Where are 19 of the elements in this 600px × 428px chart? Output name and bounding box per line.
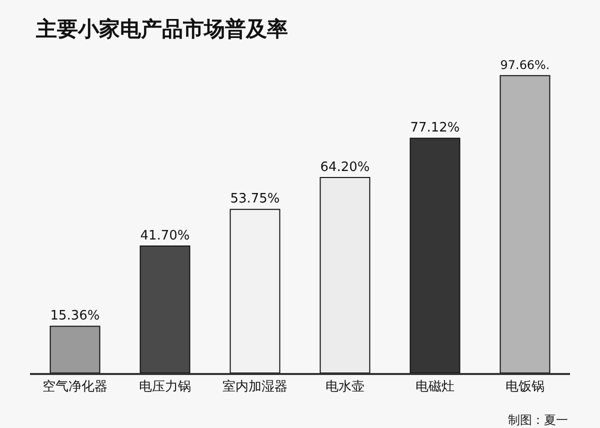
- x-tick-label: 电压力锅: [139, 380, 191, 395]
- chart-title: 主要小家电产品市场普及率: [35, 17, 288, 42]
- x-tick-label: 空气净化器: [42, 380, 108, 395]
- bar: [500, 75, 550, 373]
- bar: [230, 208, 280, 373]
- data-label: 97.66%.: [500, 58, 550, 72]
- data-label: 53.75%: [230, 192, 280, 207]
- data-label: 77.12%: [410, 120, 460, 136]
- x-tick-label: 电磁灶: [416, 380, 454, 395]
- data-label: 15.36%: [50, 308, 100, 324]
- x-tick-label: 电水壶: [326, 380, 364, 395]
- bar: [50, 326, 100, 373]
- data-label: 64.20%: [320, 160, 370, 175]
- data-label: 41.70%: [140, 228, 190, 244]
- text: 制图：夏一: [508, 413, 568, 427]
- x-tick-label: 室内加湿器: [222, 378, 288, 395]
- bar: [320, 177, 370, 373]
- x-tick-label: 电饭锅: [506, 380, 544, 395]
- bar: [140, 246, 190, 373]
